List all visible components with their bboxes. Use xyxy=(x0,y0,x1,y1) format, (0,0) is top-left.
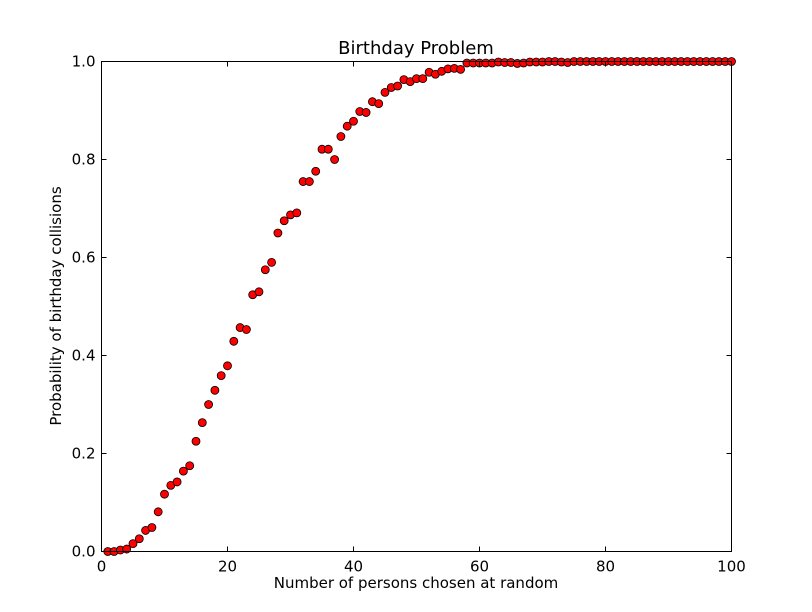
data-point xyxy=(128,539,138,549)
data-points xyxy=(103,57,736,556)
x-tick-label: 100 xyxy=(717,558,746,576)
y-tick-label: 0.4 xyxy=(72,347,96,365)
data-point xyxy=(304,177,314,186)
data-point xyxy=(204,400,214,409)
data-point xyxy=(223,361,232,371)
data-point xyxy=(134,534,144,544)
data-point xyxy=(311,166,321,176)
y-tick-label: 0.2 xyxy=(72,445,96,463)
y-axis-label: Probability of birthday collisions xyxy=(47,186,65,425)
data-point xyxy=(361,108,371,117)
y-tick-label: 0.0 xyxy=(72,543,96,561)
data-point xyxy=(393,81,403,91)
x-axis-ticks: 0 20 40 60 80 100 xyxy=(97,61,746,576)
data-point xyxy=(172,477,182,487)
data-point xyxy=(197,418,207,428)
y-tick-label: 0.6 xyxy=(72,249,96,267)
x-axis-label: Number of persons chosen at random xyxy=(274,574,559,592)
x-tick-label: 60 xyxy=(470,558,489,576)
x-tick-label: 20 xyxy=(218,558,237,576)
plot-frame xyxy=(101,61,732,552)
data-point xyxy=(241,325,251,334)
x-tick-label: 0 xyxy=(97,558,107,576)
data-point xyxy=(153,507,163,517)
x-tick-label: 40 xyxy=(344,558,363,576)
data-point xyxy=(147,523,157,532)
data-point xyxy=(185,461,195,471)
data-point xyxy=(456,64,466,74)
x-tick-label: 80 xyxy=(596,558,615,576)
data-point xyxy=(260,265,270,275)
data-point xyxy=(210,385,220,395)
y-tick-label: 1.0 xyxy=(72,53,96,71)
data-point xyxy=(374,99,384,109)
data-point xyxy=(160,489,169,499)
data-point xyxy=(418,74,428,84)
y-axis-ticks: 0.0 0.2 0.4 0.6 0.8 1.0 xyxy=(72,53,732,561)
data-point xyxy=(216,371,226,380)
data-point xyxy=(336,132,346,141)
data-point xyxy=(380,87,390,97)
data-point xyxy=(330,155,340,164)
data-point xyxy=(279,216,289,226)
data-point xyxy=(323,144,333,154)
data-point xyxy=(273,228,283,238)
data-point xyxy=(267,257,277,267)
data-point xyxy=(254,287,264,297)
data-point xyxy=(342,121,352,131)
data-point xyxy=(191,436,201,446)
data-point xyxy=(349,116,358,126)
y-tick-label: 0.8 xyxy=(72,151,96,169)
data-point xyxy=(178,466,188,476)
chart-title: Birthday Problem xyxy=(338,38,494,59)
data-point xyxy=(229,336,239,346)
data-point xyxy=(292,208,302,218)
